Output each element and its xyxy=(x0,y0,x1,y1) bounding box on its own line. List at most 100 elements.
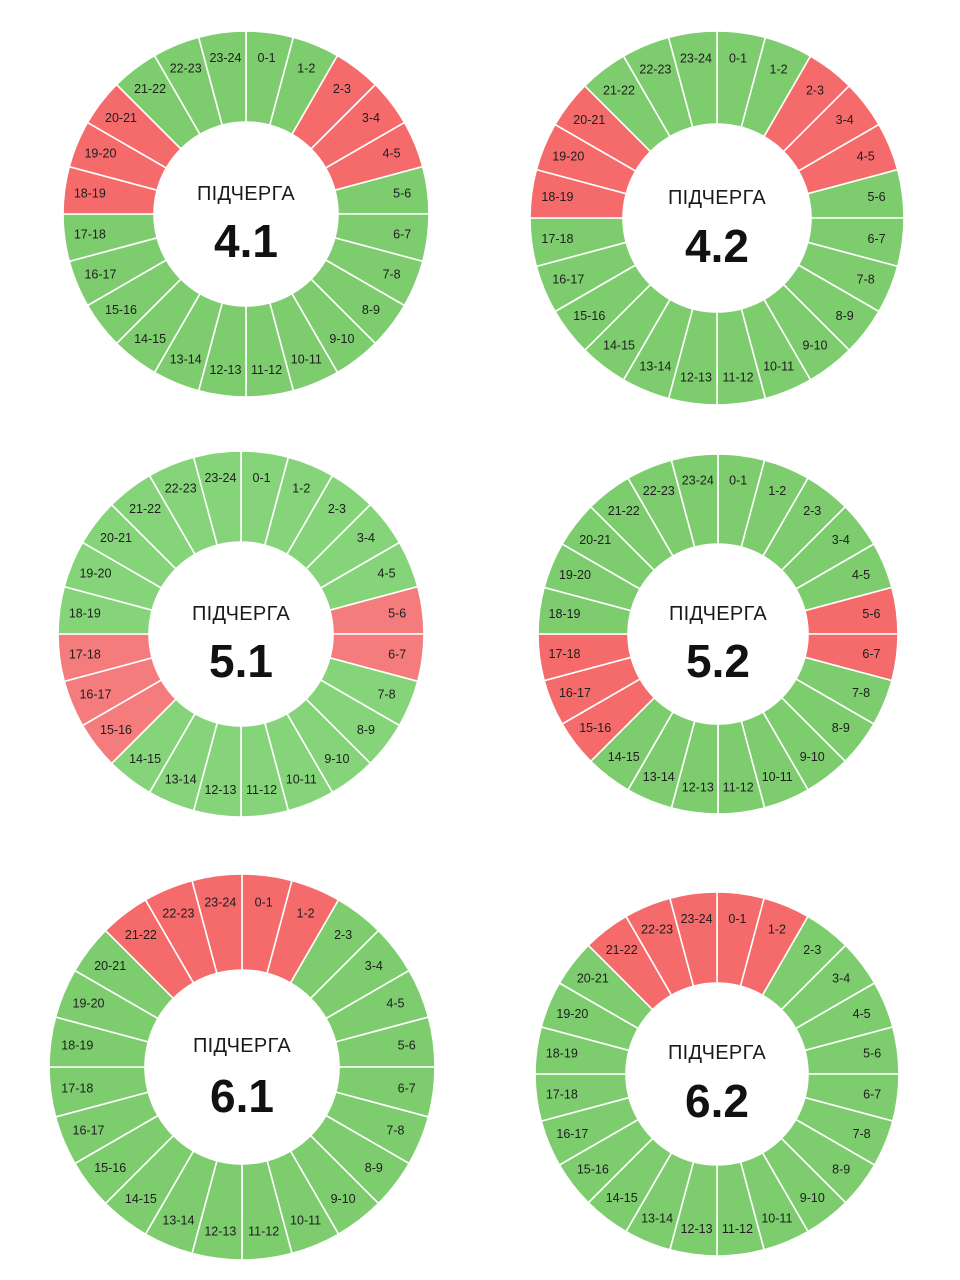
hour-label-10-11: 10-11 xyxy=(761,1212,792,1226)
hour-label-18-19: 18-19 xyxy=(549,607,581,621)
hour-label-2-3: 2-3 xyxy=(806,83,824,97)
hour-label-5-6: 5-6 xyxy=(388,606,406,620)
hour-label-11-12: 11-12 xyxy=(722,1222,753,1236)
hour-label-12-13: 12-13 xyxy=(680,371,712,385)
hour-label-20-21: 20-21 xyxy=(100,531,132,545)
hour-label-4-5: 4-5 xyxy=(857,149,875,163)
hour-label-10-11: 10-11 xyxy=(290,1213,321,1227)
hour-label-13-14: 13-14 xyxy=(639,360,671,374)
hour-label-14-15: 14-15 xyxy=(608,750,640,764)
hour-label-1-2: 1-2 xyxy=(292,481,310,495)
hour-label-10-11: 10-11 xyxy=(763,360,794,374)
hour-label-21-22: 21-22 xyxy=(608,504,640,518)
hour-label-11-12: 11-12 xyxy=(251,363,282,377)
hour-label-22-23: 22-23 xyxy=(170,61,202,75)
donut-chart-5-2: 0-1 1-2 2-3 3-4 4-5 5-6 6-7 7-8 8-9 9-10 10-11 11-1… xyxy=(537,453,899,815)
hour-label-0-1: 0-1 xyxy=(255,895,273,909)
hour-label-14-15: 14-15 xyxy=(134,332,166,346)
hour-label-5-6: 5-6 xyxy=(393,186,411,200)
hour-label-7-8: 7-8 xyxy=(853,1127,871,1141)
hour-label-8-9: 8-9 xyxy=(362,303,380,317)
hour-label-14-15: 14-15 xyxy=(606,1191,638,1205)
hour-label-9-10: 9-10 xyxy=(331,1192,356,1206)
hour-label-7-8: 7-8 xyxy=(382,267,400,281)
hour-label-22-23: 22-23 xyxy=(162,907,194,921)
hour-label-23-24: 23-24 xyxy=(682,474,714,488)
subqueue-number: 4.1 xyxy=(214,215,278,267)
hour-label-22-23: 22-23 xyxy=(641,922,673,936)
hour-label-8-9: 8-9 xyxy=(832,1162,850,1176)
hour-label-14-15: 14-15 xyxy=(129,752,161,766)
hour-label-2-3: 2-3 xyxy=(333,82,351,96)
hour-label-9-10: 9-10 xyxy=(324,752,349,766)
hour-label-4-5: 4-5 xyxy=(382,147,400,161)
hour-label-17-18: 17-18 xyxy=(69,648,101,662)
hour-label-11-12: 11-12 xyxy=(248,1225,279,1239)
hour-label-1-2: 1-2 xyxy=(297,907,315,921)
hour-label-3-4: 3-4 xyxy=(365,959,383,973)
hour-label-2-3: 2-3 xyxy=(803,504,821,518)
hour-label-15-16: 15-16 xyxy=(94,1161,126,1175)
hour-label-10-11: 10-11 xyxy=(762,770,793,784)
hour-label-18-19: 18-19 xyxy=(541,190,573,204)
hour-label-6-7: 6-7 xyxy=(393,228,411,242)
hour-label-7-8: 7-8 xyxy=(852,686,870,700)
hour-label-5-6: 5-6 xyxy=(868,190,886,204)
hour-label-13-14: 13-14 xyxy=(165,773,197,787)
subqueue-caption: ПІДЧЕРГА xyxy=(197,183,295,205)
subqueue-number: 4.2 xyxy=(685,220,749,272)
subqueue-caption: ПІДЧЕРГА xyxy=(668,1042,766,1064)
hour-label-0-1: 0-1 xyxy=(729,51,747,65)
subqueue-number: 6.2 xyxy=(685,1075,749,1127)
donut-hole xyxy=(149,542,333,726)
donut-hole xyxy=(628,544,808,724)
hour-label-11-12: 11-12 xyxy=(722,371,753,385)
hour-label-15-16: 15-16 xyxy=(579,721,611,735)
hour-label-1-2: 1-2 xyxy=(297,61,315,75)
hour-label-13-14: 13-14 xyxy=(641,1212,673,1226)
hour-label-19-20: 19-20 xyxy=(559,568,591,582)
hour-label-22-23: 22-23 xyxy=(639,62,671,76)
hour-label-22-23: 22-23 xyxy=(643,484,675,498)
hour-label-6-7: 6-7 xyxy=(398,1082,416,1096)
hour-label-10-11: 10-11 xyxy=(286,773,317,787)
hour-label-12-13: 12-13 xyxy=(209,363,241,377)
hour-label-4-5: 4-5 xyxy=(852,568,870,582)
hour-label-6-7: 6-7 xyxy=(863,1087,881,1101)
hour-label-13-14: 13-14 xyxy=(162,1213,194,1227)
hour-segment-23-24-on xyxy=(667,30,718,129)
hour-label-16-17: 16-17 xyxy=(73,1124,105,1138)
hour-label-12-13: 12-13 xyxy=(204,783,236,797)
hour-label-23-24: 23-24 xyxy=(680,51,712,65)
hour-label-0-1: 0-1 xyxy=(729,474,747,488)
donut-chart-4-1: 0-1 1-2 2-3 3-4 4-5 5-6 6-7 7-8 8-9 9-10 10-11 11-1… xyxy=(62,30,430,398)
hour-label-2-3: 2-3 xyxy=(328,502,346,516)
hour-label-19-20: 19-20 xyxy=(84,147,116,161)
hour-label-19-20: 19-20 xyxy=(552,149,584,163)
hour-label-15-16: 15-16 xyxy=(577,1162,609,1176)
hour-label-11-12: 11-12 xyxy=(246,783,277,797)
hour-label-18-19: 18-19 xyxy=(61,1038,93,1052)
hour-label-18-19: 18-19 xyxy=(74,186,106,200)
hour-segment-23-24-on xyxy=(197,30,247,127)
hour-label-19-20: 19-20 xyxy=(73,996,105,1010)
subqueue-number: 5.2 xyxy=(686,635,750,687)
hour-label-22-23: 22-23 xyxy=(165,481,197,495)
donut-chart-6-1: 0-1 1-2 2-3 3-4 4-5 5-6 6-7 7-8 8-9 9-10 10-11 11-1… xyxy=(48,873,436,1261)
hour-label-9-10: 9-10 xyxy=(800,1191,825,1205)
hour-label-20-21: 20-21 xyxy=(105,111,137,125)
hour-label-7-8: 7-8 xyxy=(386,1124,404,1138)
hour-label-4-5: 4-5 xyxy=(386,996,404,1010)
donut-hole xyxy=(626,983,808,1165)
hour-label-9-10: 9-10 xyxy=(329,332,354,346)
hour-label-1-2: 1-2 xyxy=(768,484,786,498)
hour-label-16-17: 16-17 xyxy=(559,686,591,700)
hour-label-16-17: 16-17 xyxy=(556,1127,588,1141)
hour-label-20-21: 20-21 xyxy=(94,959,126,973)
donut-chart-6-2: 0-1 1-2 2-3 3-4 4-5 5-6 6-7 7-8 8-9 9-10 10-11 11-1… xyxy=(534,891,900,1257)
hour-label-16-17: 16-17 xyxy=(84,267,116,281)
donut-chart-4-2: 0-1 1-2 2-3 3-4 4-5 5-6 6-7 7-8 8-9 9-10 10-11 11-1… xyxy=(529,30,905,406)
hour-label-8-9: 8-9 xyxy=(357,723,375,737)
donut-chart-5-1: 0-1 1-2 2-3 3-4 4-5 5-6 6-7 7-8 8-9 9-10 10-11 11-1… xyxy=(57,450,425,818)
hour-label-23-24: 23-24 xyxy=(209,51,241,65)
